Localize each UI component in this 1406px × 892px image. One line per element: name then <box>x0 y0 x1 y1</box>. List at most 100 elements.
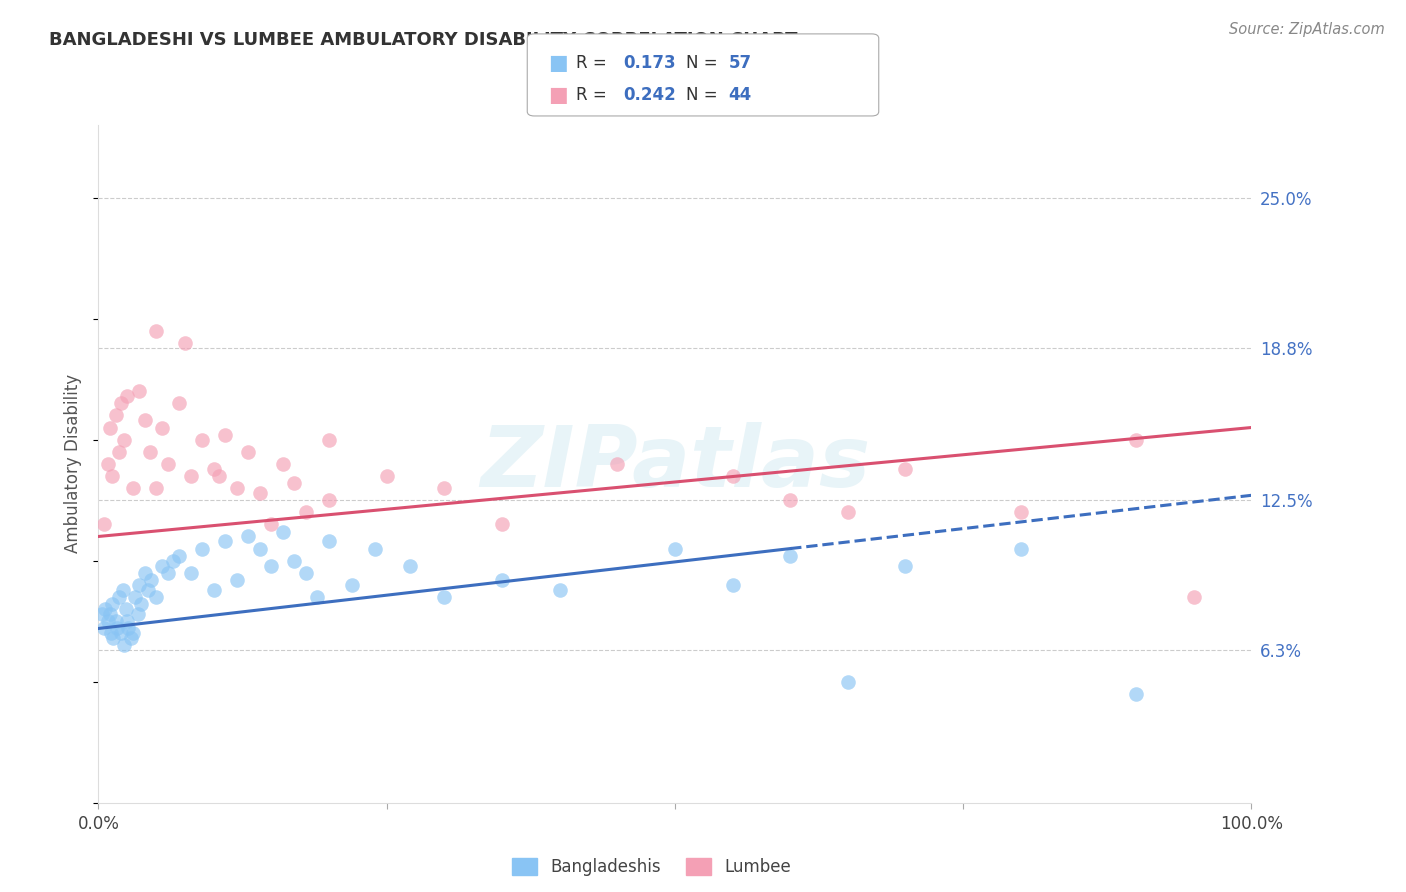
Point <box>94 602 117 616</box>
Point <box>117 614 139 628</box>
Point <box>1010 505 1032 519</box>
Legend: Bangladeshis, Lumbee: Bangladeshis, Lumbee <box>506 851 799 882</box>
Point <box>100 626 122 640</box>
Point <box>225 481 247 495</box>
Point <box>260 517 283 532</box>
Point <box>180 469 202 483</box>
Point <box>837 674 859 689</box>
Point <box>111 582 134 597</box>
Point <box>606 457 628 471</box>
Point <box>375 469 398 483</box>
Point <box>129 597 152 611</box>
Point <box>238 444 260 458</box>
Point <box>139 444 162 458</box>
Point <box>117 389 139 403</box>
Point <box>271 457 294 471</box>
Point <box>260 558 283 573</box>
Point <box>1182 590 1205 604</box>
Point <box>128 578 150 592</box>
Point <box>295 566 318 580</box>
Text: 44: 44 <box>728 87 752 104</box>
Point <box>721 469 744 483</box>
Point <box>112 433 135 447</box>
Point <box>141 573 163 587</box>
Point <box>105 622 128 636</box>
Point <box>837 505 859 519</box>
Point <box>97 457 120 471</box>
Point <box>208 469 231 483</box>
Point <box>98 420 121 434</box>
Text: 57: 57 <box>728 54 751 72</box>
Point <box>115 602 138 616</box>
Point <box>117 622 139 636</box>
Point <box>364 541 387 556</box>
Text: R =: R = <box>576 87 613 104</box>
Point <box>124 590 146 604</box>
Point <box>145 590 167 604</box>
Point <box>340 578 363 592</box>
Point <box>225 573 247 587</box>
Point <box>162 554 184 568</box>
Point <box>174 335 197 350</box>
Point <box>98 607 121 621</box>
Text: BANGLADESHI VS LUMBEE AMBULATORY DISABILITY CORRELATION CHART: BANGLADESHI VS LUMBEE AMBULATORY DISABIL… <box>49 31 797 49</box>
Point <box>398 558 420 573</box>
Point <box>202 461 225 475</box>
Point <box>1125 687 1147 701</box>
Text: 0.242: 0.242 <box>623 87 676 104</box>
Point <box>108 590 131 604</box>
Point <box>664 541 686 556</box>
Text: N =: N = <box>686 87 723 104</box>
Point <box>249 541 271 556</box>
Text: Source: ZipAtlas.com: Source: ZipAtlas.com <box>1229 22 1385 37</box>
Point <box>128 384 150 399</box>
Point <box>1125 433 1147 447</box>
Point <box>191 541 214 556</box>
Point <box>214 534 236 549</box>
Text: N =: N = <box>686 54 723 72</box>
Point <box>295 505 318 519</box>
Point <box>779 493 801 508</box>
Text: R =: R = <box>576 54 613 72</box>
Point <box>145 481 167 495</box>
Point <box>167 396 190 410</box>
Point <box>97 614 120 628</box>
Point <box>150 558 173 573</box>
Point <box>136 582 159 597</box>
Point <box>110 396 132 410</box>
Point <box>112 639 135 653</box>
Point <box>283 476 305 491</box>
Point <box>156 457 179 471</box>
Text: ZIPatlas: ZIPatlas <box>479 422 870 506</box>
Point <box>122 481 145 495</box>
Point <box>318 534 340 549</box>
Point <box>122 626 145 640</box>
Point <box>214 427 236 442</box>
Text: 0.173: 0.173 <box>623 54 675 72</box>
Point <box>271 524 294 539</box>
Point <box>145 324 167 338</box>
Y-axis label: Ambulatory Disability: Ambulatory Disability <box>65 375 83 553</box>
Point <box>318 433 340 447</box>
Point <box>93 622 115 636</box>
Point <box>101 469 124 483</box>
Point <box>249 486 271 500</box>
Point <box>318 493 340 508</box>
Point <box>180 566 202 580</box>
Text: ■: ■ <box>548 86 568 105</box>
Point <box>894 558 917 573</box>
Point <box>103 631 125 645</box>
Point <box>1010 541 1032 556</box>
Text: ■: ■ <box>548 54 568 73</box>
Point <box>191 433 214 447</box>
Point <box>307 590 329 604</box>
Point <box>894 461 917 475</box>
Point <box>156 566 179 580</box>
Point <box>548 582 571 597</box>
Point <box>110 626 132 640</box>
Point <box>108 444 131 458</box>
Point <box>779 549 801 563</box>
Point <box>491 573 513 587</box>
Point <box>238 529 260 543</box>
Point <box>433 590 456 604</box>
